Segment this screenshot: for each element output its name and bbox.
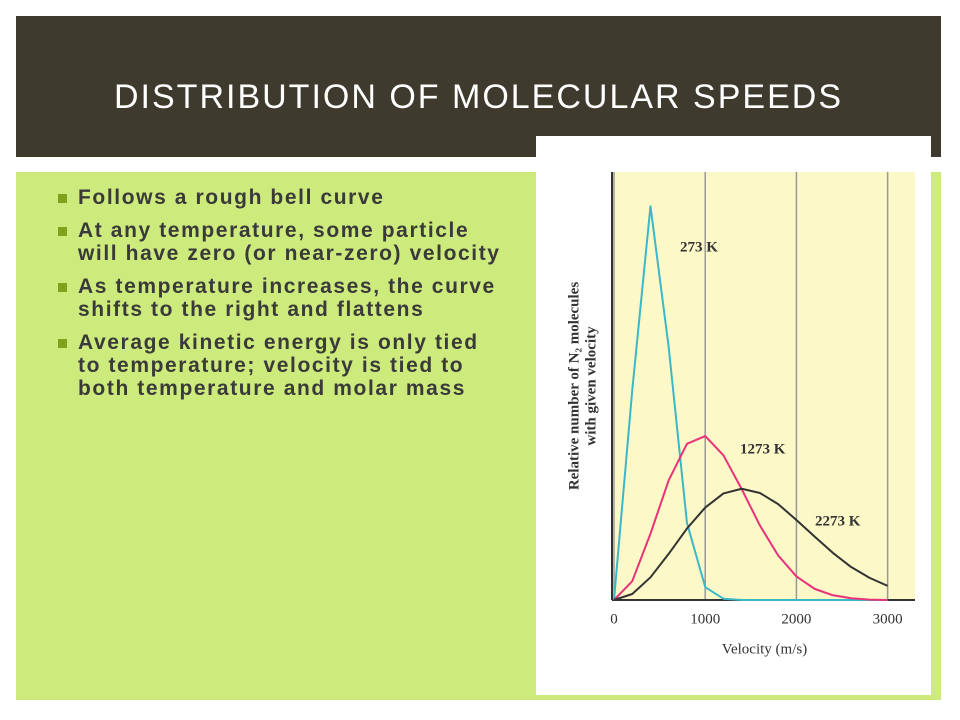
y-axis-label: Relative number of N₂ molecules: [566, 282, 582, 491]
x-tick-label: 3000: [873, 611, 903, 627]
bullet-item: At any temperature, some particle will h…: [56, 219, 506, 265]
series-line: [613, 435, 888, 601]
series-label: 2273 K: [815, 513, 861, 529]
x-tick-label: 0: [610, 611, 618, 627]
bullet-item: Average kinetic energy is only tied to t…: [56, 331, 506, 400]
x-axis-label: Velocity (m/s): [722, 641, 807, 657]
y-axis-label: with given velocity: [583, 326, 599, 446]
bullet-item: Follows a rough bell curve: [56, 186, 506, 209]
series-label: 1273 K: [740, 441, 786, 457]
bullet-item: As temperature increases, the curve shif…: [56, 275, 506, 321]
header-band: [16, 16, 941, 157]
plot-background: [612, 172, 915, 600]
x-tick-label: 2000: [781, 611, 811, 627]
series-line: [613, 487, 889, 601]
x-tick-label: 1000: [690, 611, 720, 627]
chart: 0 1000 2000 3000 Velocity (m/s) Relative numb…: [536, 136, 931, 695]
series-line: [613, 205, 888, 601]
bullet-list: Follows a rough bell curve At any tempera…: [56, 186, 506, 410]
slide-title: DISTRIBUTION OF MOLECULAR SPEEDS: [114, 78, 843, 116]
series-label: 273 K: [680, 239, 718, 255]
